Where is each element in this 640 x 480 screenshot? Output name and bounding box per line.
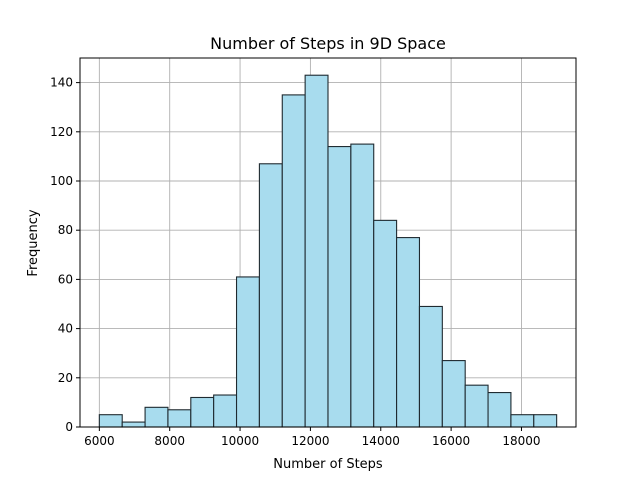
axes (79, 57, 577, 428)
plot-frame (79, 57, 577, 428)
histogram-bar (281, 94, 306, 428)
histogram-bars (98, 74, 558, 428)
y-tick-label: 60 (58, 272, 73, 286)
histogram-bar (464, 384, 489, 428)
chart-title: Number of Steps in 9D Space (210, 34, 446, 53)
y-axis-label: Frequency (26, 209, 41, 276)
x-tick-label: 16000 (432, 434, 470, 448)
y-tick-label: 40 (58, 322, 73, 336)
histogram-bar (235, 276, 260, 428)
histogram-bar (144, 406, 169, 428)
y-tick-label: 140 (50, 76, 73, 90)
ticks: 6000 8000 10000 12000 14000 16000 18000 0 20 40 60… (50, 76, 540, 448)
histogram-bar (510, 414, 535, 428)
histogram-bar (304, 74, 329, 428)
histogram-bar (350, 143, 375, 428)
histogram-bar (441, 360, 466, 428)
histogram-bar (98, 414, 123, 428)
histogram-bar (373, 219, 398, 428)
x-tick-label: 12000 (291, 434, 329, 448)
y-tick-label: 20 (58, 371, 73, 385)
histogram-bar (213, 394, 238, 428)
histogram-bar (418, 305, 443, 428)
x-tick-label: 10000 (221, 434, 259, 448)
histogram-bar (167, 409, 192, 428)
histogram-bar (533, 414, 558, 428)
x-tick-label: 14000 (362, 434, 400, 448)
y-tick-label: 100 (50, 174, 73, 188)
histogram-bar (396, 237, 421, 428)
histogram-bar (121, 421, 146, 428)
y-tick-label: 80 (58, 223, 73, 237)
x-tick-label: 6000 (84, 434, 115, 448)
histogram-bar (327, 146, 352, 428)
x-axis-label: Number of Steps (273, 457, 383, 472)
histogram-bar (258, 163, 283, 428)
histogram-bar (190, 396, 215, 428)
y-tick-label: 0 (65, 420, 73, 434)
y-tick-label: 120 (50, 125, 73, 139)
x-tick-label: 8000 (154, 434, 185, 448)
histogram-bar (487, 392, 512, 428)
x-tick-label: 18000 (502, 434, 540, 448)
